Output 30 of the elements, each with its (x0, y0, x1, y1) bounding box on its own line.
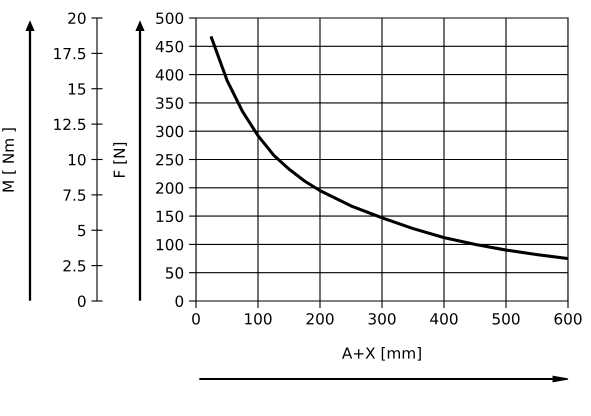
x-tick-label: 100 (245, 313, 272, 325)
y-tick-label: 200 (156, 182, 184, 194)
y2-tick-label: 17.5 (54, 48, 86, 60)
y-tick-label: 350 (156, 97, 184, 109)
y-tick-label: 250 (156, 154, 184, 166)
x-tick-label: 200 (306, 313, 334, 325)
y2-axis-title: M [ Nm ] (2, 128, 16, 192)
x-tick-label: 300 (368, 313, 396, 325)
y2-tick-label: 7.5 (64, 190, 86, 201)
x-tick-label: 0 (192, 313, 200, 325)
y-axis-title: F [N] (113, 142, 127, 177)
y2-tick-label: 15 (68, 83, 86, 95)
y-tick-label: 100 (156, 238, 184, 250)
x-axis-title: A+X [mm] (342, 347, 421, 361)
y2-tick-label: 5 (78, 224, 86, 236)
x-tick-label: 500 (492, 313, 520, 325)
y-tick-label: 150 (156, 210, 184, 222)
y-tick-label: 0 (175, 295, 184, 308)
y-tick-label: 300 (156, 126, 184, 138)
y-tick-label: 50 (166, 267, 184, 279)
y-tick-label: 500 (156, 12, 184, 24)
y2-tick-label: 20 (68, 12, 86, 24)
y2-tick-label: 2.5 (63, 260, 86, 272)
y2-tick-label: 0 (78, 295, 86, 308)
y2-tick-label: 12.5 (54, 118, 86, 130)
x-tick-label: 600 (554, 313, 582, 325)
y2-tick-label: 10 (68, 154, 86, 166)
y-tick-label: 400 (156, 69, 184, 81)
y-tick-label: 450 (156, 40, 184, 52)
x-tick-label: 400 (430, 313, 458, 325)
